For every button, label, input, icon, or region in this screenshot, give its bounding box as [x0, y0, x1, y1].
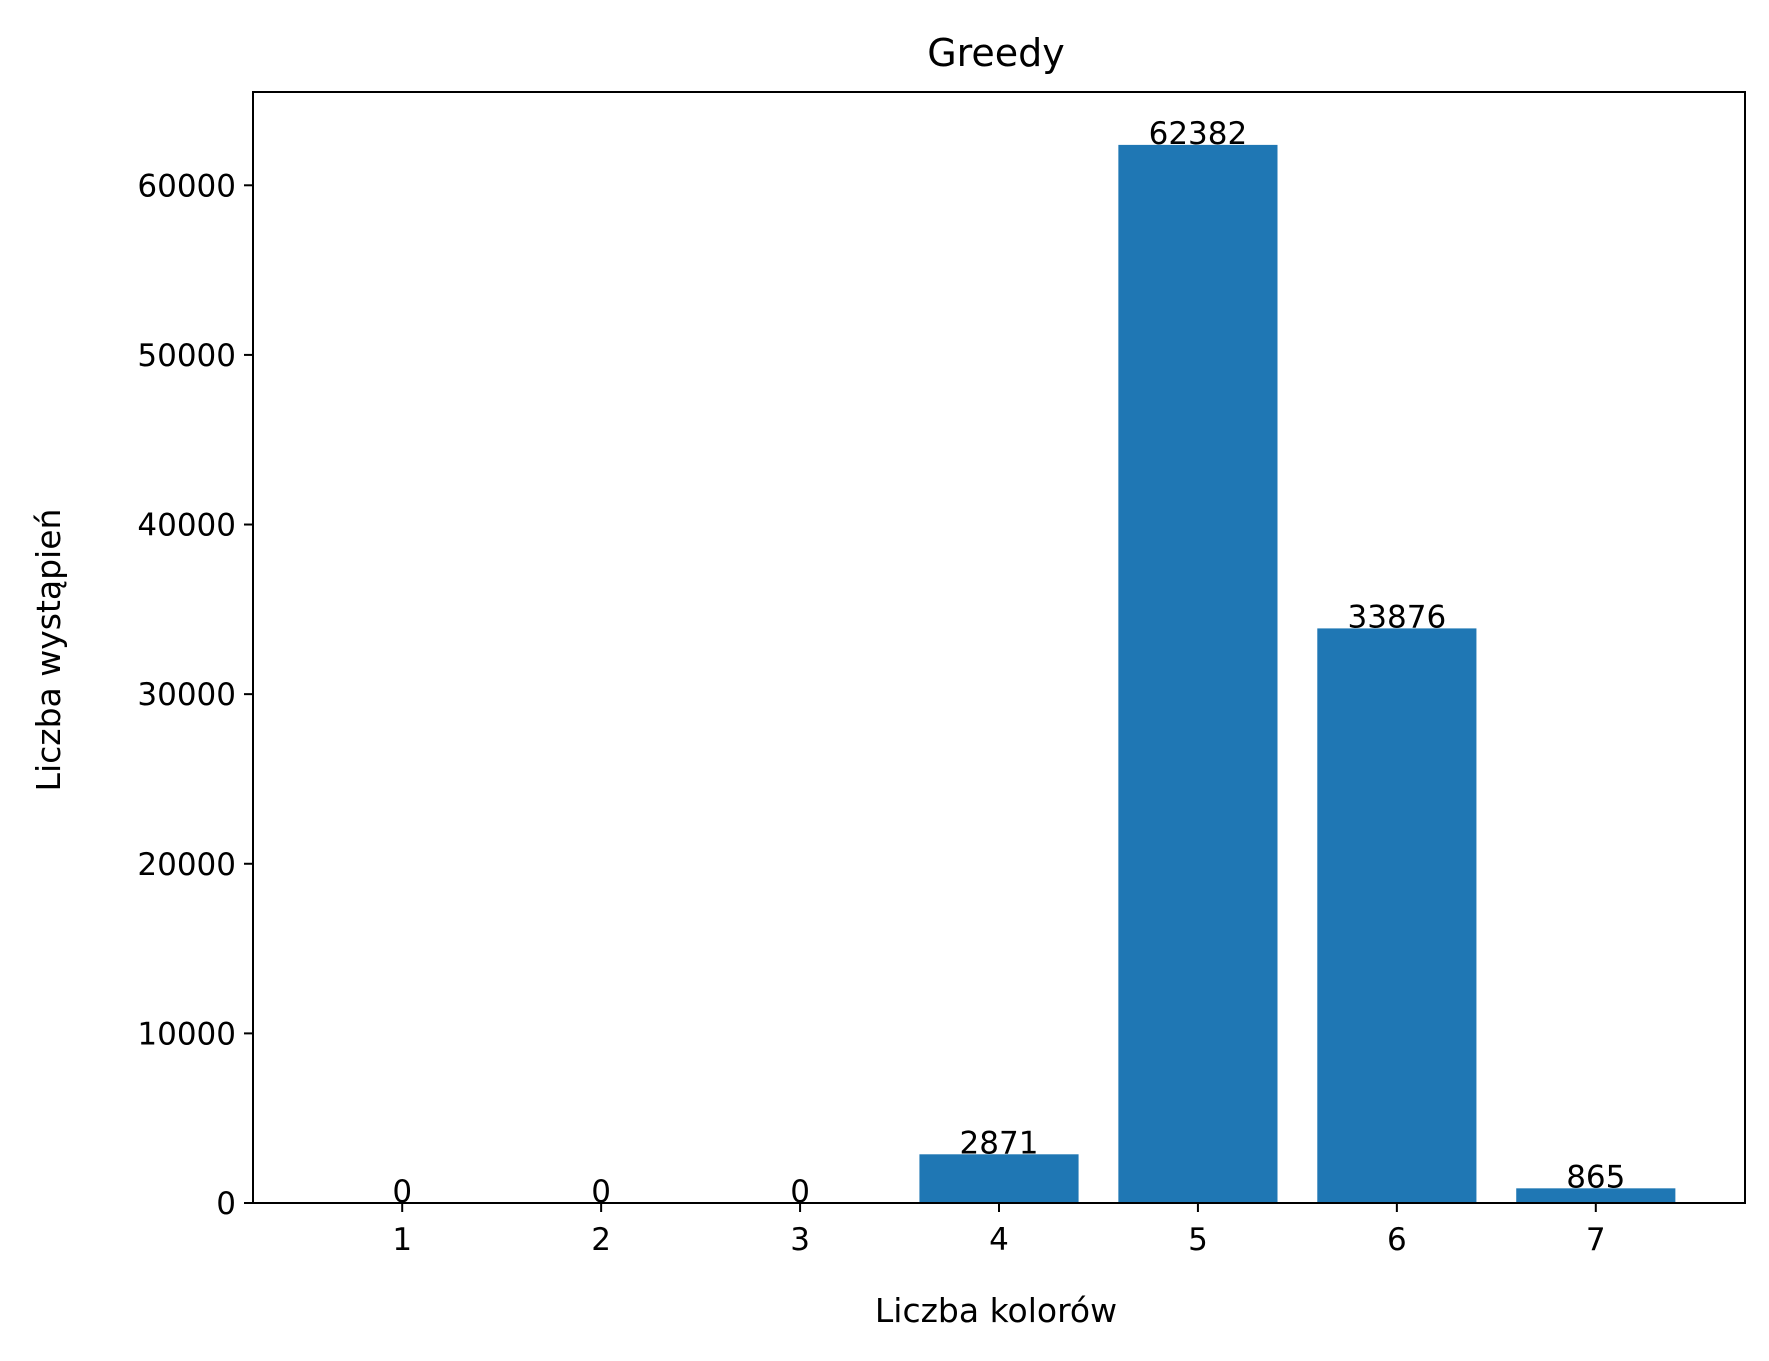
data-label-2: 0: [591, 1174, 611, 1210]
data-label-1: 0: [392, 1174, 412, 1210]
x-tick-label-5: 5: [1188, 1222, 1208, 1258]
x-tick-label-6: 6: [1387, 1222, 1407, 1258]
axes-layer: 1 2 3 4 5 6 7 0 10000 20000 30000 40000 50000 60000: [137, 91, 1746, 1258]
bar-4: [919, 1154, 1079, 1203]
data-labels-layer: 0 0 0 2871 62382 33876 865: [392, 116, 1625, 1210]
bar-6: [1317, 628, 1477, 1203]
data-label-6: 33876: [1348, 599, 1447, 635]
bar-5: [1118, 144, 1278, 1204]
x-tick-label-3: 3: [790, 1222, 810, 1258]
y-axis-title: Liczba wystąpień: [29, 509, 68, 792]
x-axis-title: Liczba kolorów: [875, 1291, 1117, 1330]
y-tick-label-20000: 20000: [137, 847, 236, 883]
bar-7: [1516, 1188, 1676, 1203]
bars-layer: [919, 144, 1676, 1204]
data-label-7: 865: [1566, 1159, 1625, 1195]
chart-title: Greedy: [927, 31, 1065, 75]
x-tick-label-7: 7: [1586, 1222, 1606, 1258]
y-tick-label-30000: 30000: [137, 677, 236, 713]
plot-frame: [252, 91, 1746, 1204]
data-label-5: 62382: [1149, 116, 1248, 152]
x-tick-label-4: 4: [989, 1222, 1009, 1258]
x-tick-label-2: 2: [591, 1222, 611, 1258]
y-tick-label-10000: 10000: [137, 1016, 236, 1052]
data-label-4: 2871: [960, 1125, 1039, 1161]
y-tick-label-0: 0: [216, 1186, 236, 1222]
y-tick-label-40000: 40000: [137, 508, 236, 544]
x-tick-label-1: 1: [392, 1222, 412, 1258]
y-tick-label-50000: 50000: [137, 338, 236, 374]
y-tick-label-60000: 60000: [137, 168, 236, 204]
data-label-3: 0: [790, 1174, 810, 1210]
